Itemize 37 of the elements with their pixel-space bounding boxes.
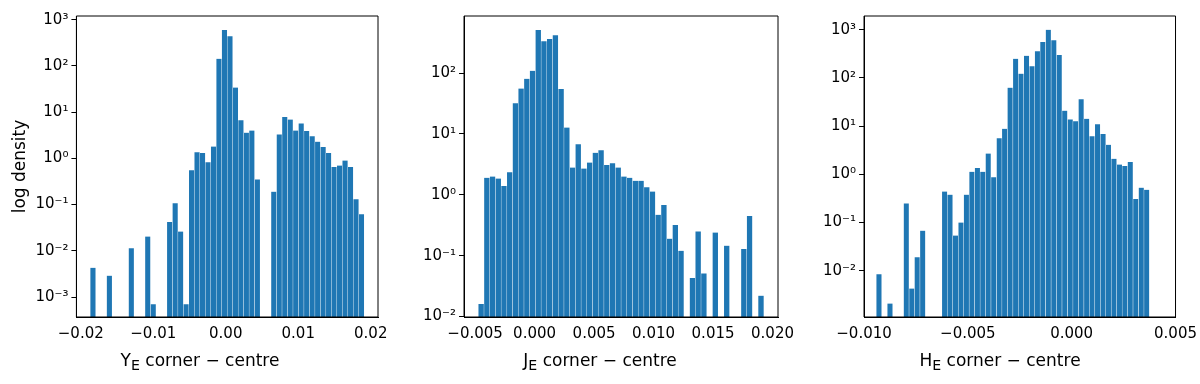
y-tick-label: 10⁻¹ [422,245,457,264]
x-axis-title: H$_{E}$ corner − centre [919,350,1081,374]
y-tick-label: 10³ [43,9,69,28]
y-tick-label: 10³ [830,19,857,38]
x-tick-label: −0.005 [447,323,503,342]
x-tick-label: 0.005 [572,323,616,342]
x-tick-label: 0.010 [632,323,676,342]
x-tick-label: −0.01 [130,323,177,342]
x-tick-label: −0.02 [57,323,104,342]
y-tick-label: 10² [43,55,69,74]
y-tick-label: 10⁰ [43,148,69,167]
x-tick-label: 0.00 [209,323,243,342]
x-tick-label: 0.005 [1154,323,1198,342]
x-axis-title: J$_{E}$ corner − centre [523,350,677,374]
x-tick-label: 0.01 [281,323,315,342]
y-tick-label: 10⁻¹ [35,194,69,213]
x-tick-label: 0.015 [691,323,735,342]
y-tick-label: 10⁻³ [35,286,69,305]
x-tick-label: −0.010 [836,323,892,342]
x-tick-label: 0.000 [1050,323,1094,342]
y-tick-label: 10¹ [430,123,457,142]
y-tick-label: 10⁻¹ [822,212,857,231]
y-tick-label: 10⁻² [422,306,457,325]
y-tick-label: 10⁻² [35,240,69,259]
x-tick-label: 0.02 [354,323,388,342]
y-tick-label: 10² [430,63,457,82]
y-tick-label: 10⁰ [430,184,457,203]
y-tick-label: 10⁻² [822,260,857,279]
x-tick-label: −0.005 [940,323,996,342]
y-tick-label: 10⁰ [830,164,857,183]
x-tick-label: 0.020 [751,323,794,342]
x-axis-title: Y$_{E}$ corner − centre [120,350,280,374]
y-tick-label: 10² [830,67,857,86]
y-tick-label: 10¹ [43,102,69,121]
y-tick-label: 10¹ [830,116,857,135]
x-tick-label: 0.000 [513,323,557,342]
y-axis-title: log density [8,119,29,214]
